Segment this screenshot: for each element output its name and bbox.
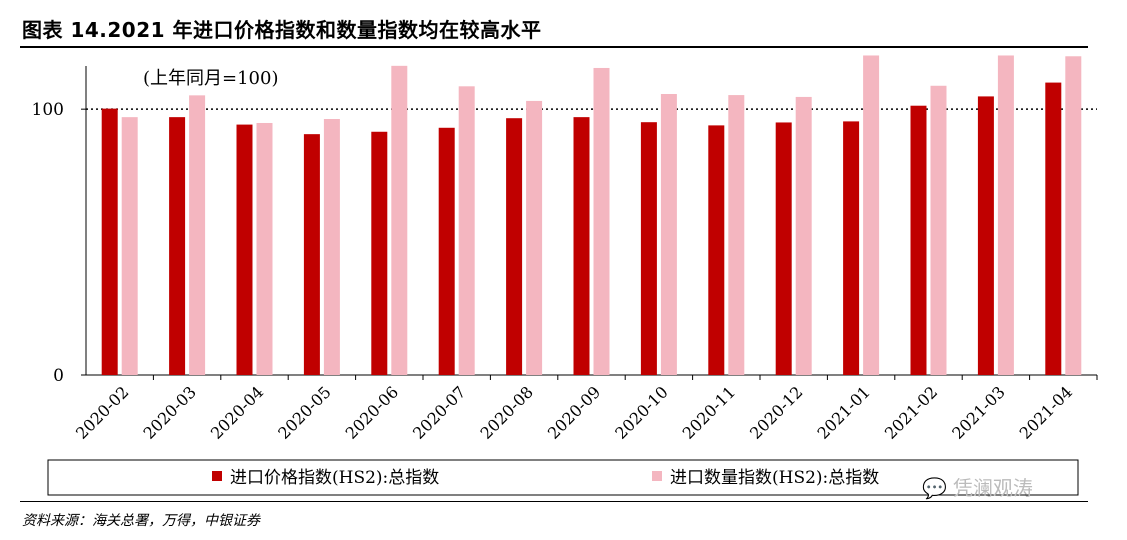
x-tick-label: 2020-02 [72, 382, 132, 442]
watermark-label: 凭澜观涛 [952, 476, 1033, 500]
bar-quantity [728, 95, 745, 375]
bar-price [843, 121, 860, 376]
title-divider [20, 46, 1088, 48]
bar-price [708, 125, 725, 375]
bar-quantity [526, 100, 543, 375]
legend-swatch-price [212, 471, 222, 481]
x-tick-label: 2021-01 [813, 382, 873, 442]
bar-quantity [863, 55, 880, 376]
bar-quantity [323, 119, 340, 375]
bar-quantity [189, 95, 206, 376]
bar-price [236, 124, 253, 376]
bar-price [977, 96, 994, 375]
bar-price [1045, 82, 1062, 375]
x-tick-label: 2020-08 [476, 382, 536, 442]
bar-price [506, 118, 523, 375]
x-tick-label: 2020-05 [274, 382, 334, 442]
bar-quantity [458, 86, 475, 376]
x-tick-label: 2020-11 [679, 382, 739, 442]
x-tick-label: 2020-12 [746, 382, 806, 442]
legend-label-price: 进口价格指数(HS2):总指数 [230, 468, 439, 488]
bar-price [101, 108, 118, 375]
bar-quantity [121, 117, 138, 376]
x-tick-label: 2020-09 [544, 382, 604, 442]
bar-quantity [930, 85, 947, 376]
bar-price [169, 117, 186, 376]
bar-price [303, 134, 320, 375]
bar-quantity [391, 65, 408, 376]
legend-label-quantity: 进口数量指数(HS2):总指数 [670, 468, 879, 488]
footer-divider [20, 501, 1088, 502]
bar-price [910, 105, 927, 376]
chart-title: 图表 14.2021 年进口价格指数和数量指数均在较高水平 [22, 18, 542, 42]
bar-price [775, 122, 792, 375]
bar-price [640, 122, 657, 375]
bar-quantity [660, 94, 677, 376]
y-tick-label: 100 [32, 100, 64, 120]
watermark: 💬 凭澜观涛 [922, 472, 1033, 501]
x-tick-label: 2020-06 [342, 382, 402, 442]
x-tick-label: 2020-07 [409, 382, 469, 442]
x-tick-label: 2020-03 [139, 382, 199, 442]
bar-price [371, 131, 388, 375]
x-tick-label: 2020-10 [611, 382, 671, 442]
source-note: 资料来源：海关总署，万得，中银证券 [22, 513, 260, 529]
wechat-icon: 💬 [922, 476, 947, 500]
x-tick-label: 2020-04 [207, 382, 267, 442]
bar-price [438, 127, 455, 376]
bar-quantity [593, 67, 610, 376]
y-tick-label: 0 [53, 366, 64, 386]
x-tick-label: 2021-04 [1016, 382, 1076, 442]
x-tick-label: 2021-03 [948, 382, 1008, 442]
bar-price [573, 117, 590, 376]
bar-quantity [795, 96, 812, 376]
legend-swatch-quantity [652, 471, 662, 481]
x-tick-label: 2021-02 [881, 382, 941, 442]
chart-annotation: (上年同月=100) [143, 68, 278, 89]
legend-box [47, 459, 1079, 496]
bar-quantity [1065, 56, 1082, 375]
bar-quantity [256, 122, 273, 376]
bar-quantity [997, 55, 1014, 376]
